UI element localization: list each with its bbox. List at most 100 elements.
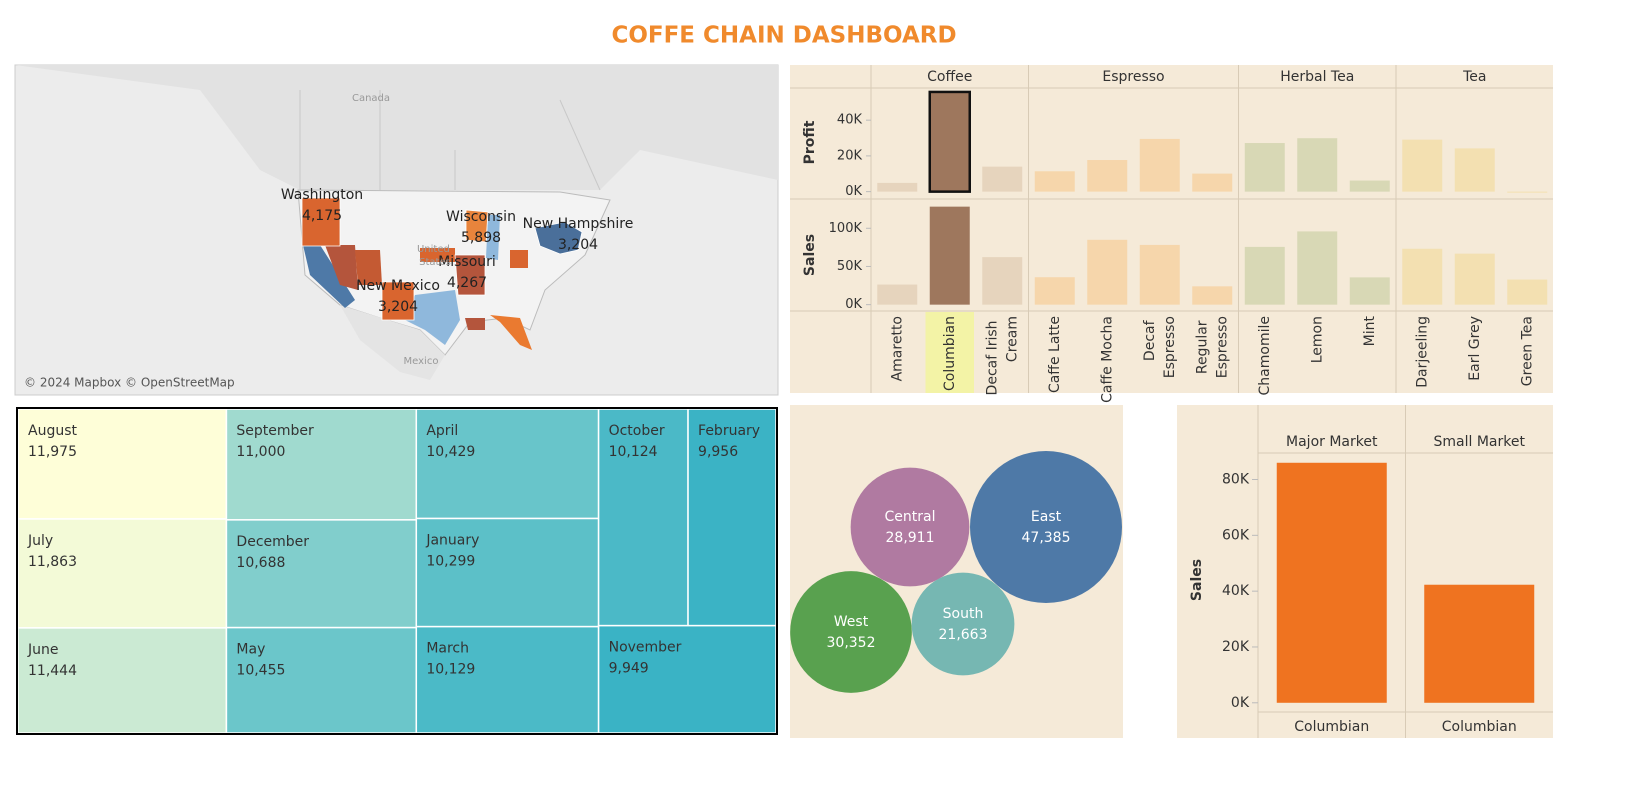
region (534, 221, 583, 255)
y-tick-label: 20K (1222, 639, 1250, 655)
bar (1349, 277, 1390, 305)
bar (1454, 253, 1495, 305)
bar (1276, 462, 1387, 703)
cell-name: January (425, 533, 479, 549)
bar (1244, 143, 1285, 192)
y-tick-label: 40K (837, 113, 863, 128)
category-label: Mint (1362, 316, 1378, 347)
map-panel: Washington 4,175 Wisconsin 5,898 New Hampshi… (14, 64, 779, 396)
treemap-cell (225, 626, 418, 734)
bar (982, 257, 1023, 305)
region-name: Washington (281, 187, 363, 203)
bar (1297, 138, 1338, 192)
bar (1192, 173, 1233, 192)
bar (928, 90, 971, 193)
attribution: © 2024 Mapbox © OpenStreetMap (24, 376, 235, 390)
region-name: Wisconsin (446, 209, 516, 225)
region-name: New Hampshire (523, 216, 634, 232)
mexico-area (340, 305, 445, 380)
group-header: Espresso (1102, 69, 1164, 85)
bar (1244, 246, 1285, 305)
state-shape (420, 248, 455, 262)
y-tick-label: 40K (1222, 583, 1250, 599)
x-tick-label: Columbian (1442, 719, 1517, 735)
bubble-name: South (943, 606, 984, 622)
group-header: Tea (1462, 69, 1486, 85)
canada-area (15, 65, 778, 190)
category-label: Green Tea (1519, 316, 1535, 386)
bar (1034, 277, 1075, 305)
category-label: Columbian (942, 316, 958, 391)
region (454, 254, 486, 296)
treemap-cell (415, 517, 600, 628)
bar (1087, 239, 1128, 305)
y-tick-label: 50K (837, 259, 863, 274)
row-label: Profit (802, 120, 818, 164)
cell-value: 11,975 (28, 444, 77, 460)
cell-name: June (27, 642, 59, 658)
cell-value: 11,863 (28, 554, 77, 570)
category-label: Darjeeling (1414, 316, 1430, 388)
region-value: 3,204 (378, 299, 418, 315)
category-label: Decaf Espresso (1142, 316, 1178, 378)
cell-value: 9,956 (698, 444, 738, 460)
place-label: Canada (352, 93, 390, 104)
treemap-cell (17, 408, 228, 520)
category-label: Decaf Irish Cream (984, 316, 1020, 395)
bar (877, 182, 918, 192)
x-tick-label: Columbian (1294, 719, 1369, 735)
region-value: 4,175 (302, 208, 342, 224)
region (381, 281, 415, 321)
region-value: 3,204 (558, 237, 598, 253)
y-axis-label: Sales (1189, 559, 1205, 601)
y-tick-label: 100K (829, 221, 863, 236)
state-shape (465, 318, 485, 330)
frame (16, 407, 778, 735)
bubble-value: 28,911 (886, 530, 935, 546)
cell-value: 10,455 (236, 663, 285, 679)
faceted-bar-panel: Coffee Amaretto Columbian Decaf Irish Cream… (790, 65, 1553, 403)
category-label: Regular Espresso (1194, 316, 1230, 378)
state-shape (490, 315, 532, 350)
bubble (790, 571, 912, 693)
bar (1034, 171, 1075, 192)
bubble-value: 30,352 (827, 635, 876, 651)
border-line (299, 90, 601, 191)
cell-name: August (28, 423, 78, 439)
cell-name: February (698, 423, 760, 439)
bubble-name: East (1031, 509, 1062, 525)
y-tick-label: 20K (837, 148, 863, 163)
cell-value: 10,129 (426, 662, 475, 678)
bubble-name: West (834, 614, 869, 630)
place-label: Mexico (404, 356, 439, 367)
bubble-name: Central (885, 509, 936, 525)
bar (982, 166, 1023, 192)
cell-name: May (236, 642, 265, 658)
bar (1087, 160, 1128, 192)
cell-name: March (426, 641, 469, 657)
category-label: Lemon (1309, 316, 1325, 363)
bar (1454, 148, 1495, 192)
cell-name: October (609, 423, 665, 439)
treemap-cell (225, 408, 418, 521)
cell-name: September (236, 423, 314, 439)
treemap-cell (597, 408, 689, 627)
state-shape (405, 290, 460, 345)
column-header: Major Market (1286, 434, 1378, 450)
bubble (970, 451, 1122, 603)
state-shape (325, 245, 358, 290)
treemap-cell (17, 627, 228, 734)
region-name: Missouri (438, 254, 496, 270)
state-shape (355, 250, 382, 285)
bar (1349, 180, 1390, 192)
bar (1297, 231, 1338, 305)
market-bar-panel: Major Market Columbian Small Market Columbi… (1177, 405, 1553, 738)
place-label: United States (417, 244, 453, 268)
cell-name: December (236, 534, 309, 550)
category-label: Earl Grey (1467, 316, 1483, 381)
y-tick-label: 0K (845, 184, 862, 199)
state-shape (486, 215, 500, 260)
bar (1402, 248, 1443, 305)
treemap-panel: August 11,975 July 11,863 June 11,444 Septembe… (15, 405, 778, 735)
bubble-panel: Central 28,911 East 47,385 West 30,352 South 21… (790, 405, 1123, 738)
